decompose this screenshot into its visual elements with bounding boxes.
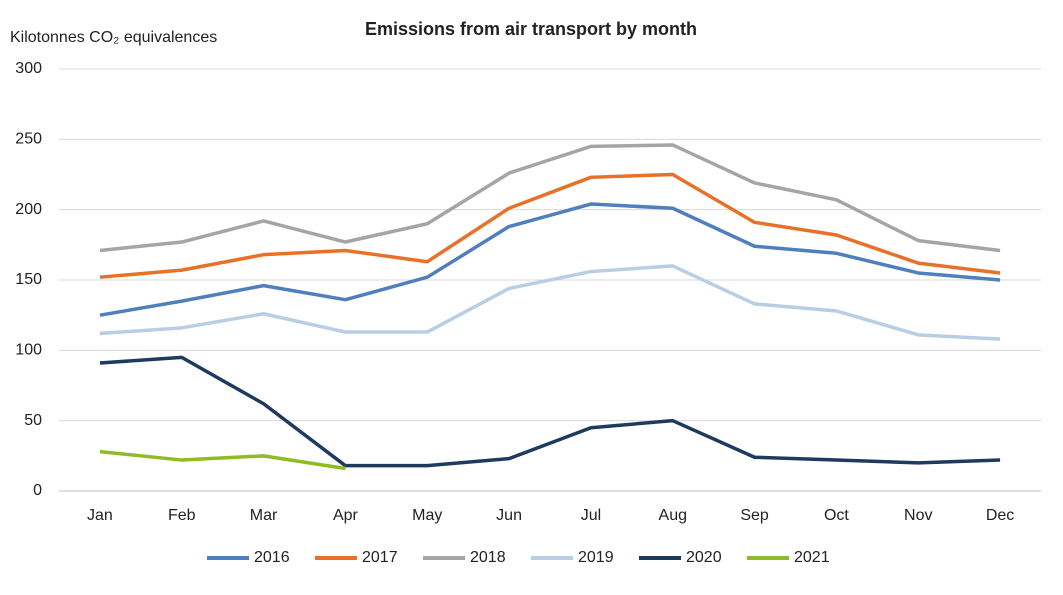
y-axis-label: Kilotonnes CO₂ equivalences [10,29,217,46]
y-tick-label: 0 [33,482,42,499]
series-line [99,264,1001,341]
x-tick-label: Oct [824,507,849,524]
y-tick-label: 200 [15,201,42,218]
x-tick-label: Apr [333,507,359,524]
y-tick-label: 250 [15,131,42,148]
legend-label: 2018 [470,549,506,566]
x-tick-label: Jul [581,507,601,524]
legend-label: 2017 [362,549,398,566]
x-tick-label: May [412,507,442,524]
x-tick-label: Nov [904,507,932,524]
series-line [99,449,346,471]
x-tick-label: Jan [87,507,113,524]
legend-label: 2016 [254,549,290,566]
x-tick-label: Aug [659,507,687,524]
x-tick-label: Mar [250,507,278,524]
x-tick-label: Dec [986,507,1014,524]
legend-label: 2020 [686,549,722,566]
series-line [99,355,1001,468]
y-tick-label: 100 [15,342,42,359]
y-tick-label: 300 [15,60,42,77]
y-tick-label: 150 [15,271,42,288]
series-line [99,143,1001,253]
y-tick-label: 50 [24,412,42,429]
x-tick-label: Sep [740,507,769,524]
x-tick-label: Jun [496,507,522,524]
chart-title: Emissions from air transport by month [365,19,697,39]
series-line [99,172,1001,279]
legend-label: 2021 [794,549,830,566]
legend-label: 2019 [578,549,614,566]
series-line [99,202,1001,317]
x-tick-label: Feb [168,507,196,524]
